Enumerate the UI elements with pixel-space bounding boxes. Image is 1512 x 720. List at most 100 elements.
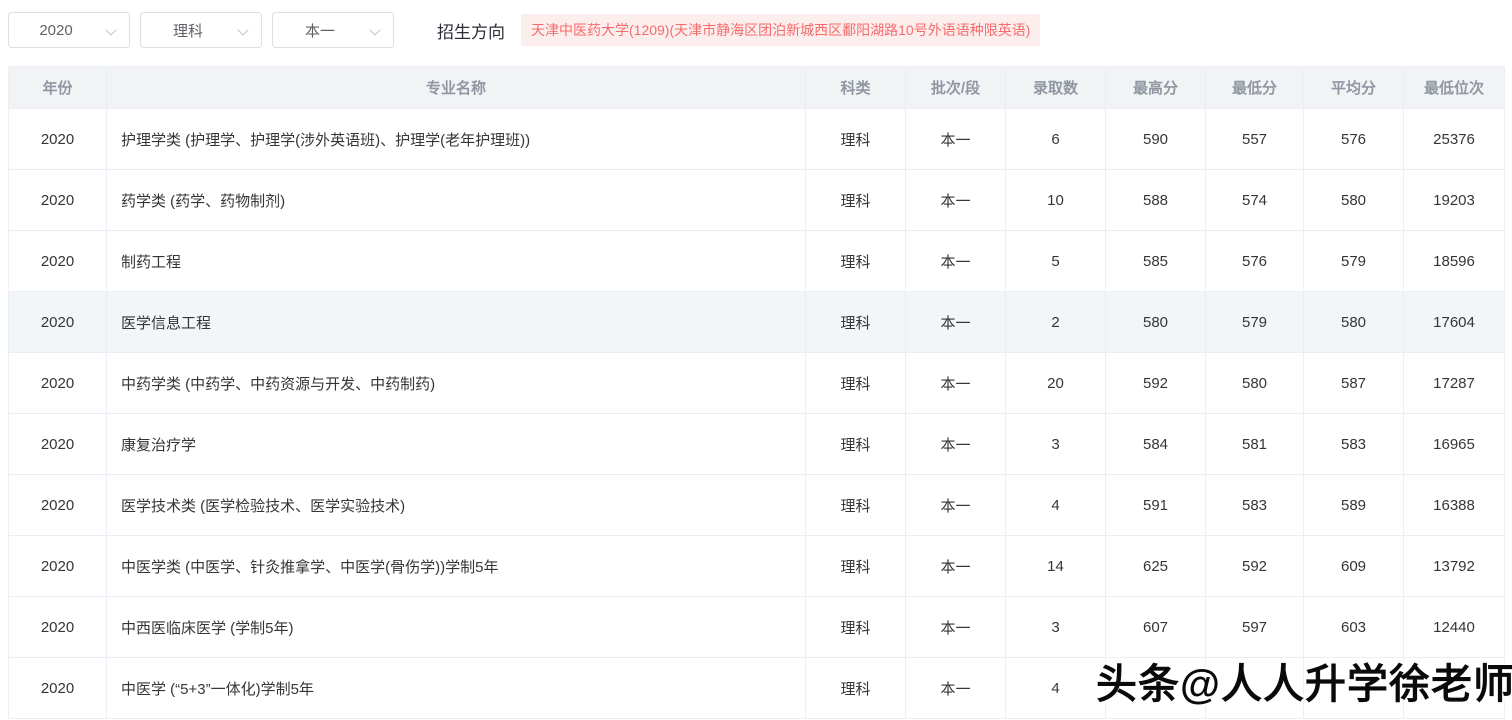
cell-year: 2020 [8,230,107,292]
batch-select-value: 本一 [304,22,335,40]
cell-batch: 本一 [905,657,1006,719]
admission-table: 年份 专业名称 科类 批次/段 录取数 最高分 最低分 平均分 最低位次 202… [8,66,1505,719]
cell-subject: 理科 [805,657,906,719]
table-row[interactable]: 2020 中西医临床医学 (学制5年) 理科 本一 3 607 597 603 … [8,596,1505,658]
cell-min-rank: 25376 [1403,108,1505,170]
direction-label: 招生方向 [437,22,505,42]
cell-subject: 理科 [805,169,906,231]
cell-batch: 本一 [905,230,1006,292]
year-select-value: 2020 [39,21,73,39]
batch-select[interactable]: 本一 [272,12,394,48]
cell-subject: 理科 [805,291,906,353]
cell-major: 康复治疗学 [106,413,806,475]
cell-max-score: 590 [1105,108,1206,170]
cell-min-rank: 17287 [1403,352,1505,414]
table-row[interactable]: 2020 康复治疗学 理科 本一 3 584 581 583 16965 [8,413,1505,475]
table-row[interactable]: 2020 护理学类 (护理学、护理学(涉外英语班)、护理学(老年护理班)) 理科… [8,108,1505,170]
subject-select[interactable]: 理科 [140,12,262,48]
cell-batch: 本一 [905,169,1006,231]
cell-avg-score: 583 [1303,413,1404,475]
cell-batch: 本一 [905,474,1006,536]
cell-max-score: 625 [1105,657,1206,719]
table-row[interactable]: 2020 中医学类 (中医学、针灸推拿学、中医学(骨伤学))学制5年 理科 本一… [8,535,1505,597]
cell-max-score: 607 [1105,596,1206,658]
cell-max-score: 584 [1105,413,1206,475]
cell-avg-score: 576 [1303,108,1404,170]
chevron-down-icon [105,24,117,36]
cell-max-score: 585 [1105,230,1206,292]
cell-major: 医学信息工程 [106,291,806,353]
cell-batch: 本一 [905,596,1006,658]
cell-count: 3 [1005,413,1106,475]
cell-min-rank [1403,657,1505,719]
cell-min-rank: 12440 [1403,596,1505,658]
cell-count: 2 [1005,291,1106,353]
table-row[interactable]: 2020 制药工程 理科 本一 5 585 576 579 18596 [8,230,1505,292]
cell-min-score: 592 [1205,535,1304,597]
table-row[interactable]: 2020 药学类 (药学、药物制剂) 理科 本一 10 588 574 580 … [8,169,1505,231]
chevron-down-icon [237,24,249,36]
col-header-min-score: 最低分 [1205,66,1304,109]
cell-subject: 理科 [805,535,906,597]
table-row[interactable]: 2020 医学技术类 (医学检验技术、医学实验技术) 理科 本一 4 591 5… [8,474,1505,536]
cell-batch: 本一 [905,108,1006,170]
cell-subject: 理科 [805,230,906,292]
cell-min-score: 581 [1205,413,1304,475]
cell-subject: 理科 [805,352,906,414]
table-row[interactable]: 2020 中药学类 (中药学、中药资源与开发、中药制药) 理科 本一 20 59… [8,352,1505,414]
cell-max-score: 588 [1105,169,1206,231]
col-header-subject: 科类 [805,66,906,109]
cell-avg-score: 609 [1303,535,1404,597]
cell-batch: 本一 [905,535,1006,597]
col-header-avg-score: 平均分 [1303,66,1404,109]
cell-max-score: 592 [1105,352,1206,414]
cell-count: 6 [1005,108,1106,170]
cell-batch: 本一 [905,413,1006,475]
direction-value-badge: 天津中医药大学(1209)(天津市静海区团泊新城西区鄱阳湖路10号外语语种限英语… [521,14,1041,46]
cell-major: 药学类 (药学、药物制剂) [106,169,806,231]
col-header-count: 录取数 [1005,66,1106,109]
cell-min-score: 597 [1205,596,1304,658]
year-select[interactable]: 2020 [8,12,130,48]
cell-min-score: 579 [1205,291,1304,353]
cell-subject: 理科 [805,108,906,170]
cell-min-rank: 16965 [1403,413,1505,475]
table-row[interactable]: 2020 医学信息工程 理科 本一 2 580 579 580 17604 [8,291,1505,353]
cell-avg-score: 587 [1303,352,1404,414]
cell-count: 4 [1005,657,1106,719]
cell-year: 2020 [8,535,107,597]
cell-count: 3 [1005,596,1106,658]
cell-count: 20 [1005,352,1106,414]
col-header-min-rank: 最低位次 [1403,66,1505,109]
cell-max-score: 625 [1105,535,1206,597]
cell-count: 10 [1005,169,1106,231]
cell-major: 中西医临床医学 (学制5年) [106,596,806,658]
cell-min-score [1205,657,1304,719]
cell-year: 2020 [8,108,107,170]
cell-avg-score: 579 [1303,230,1404,292]
admission-table-container: 年份 专业名称 科类 批次/段 录取数 最高分 最低分 平均分 最低位次 202… [8,66,1505,719]
cell-major: 中医学 (“5+3”一体化)学制5年 [106,657,806,719]
cell-subject: 理科 [805,474,906,536]
table-row[interactable]: 2020 中医学 (“5+3”一体化)学制5年 理科 本一 4 625 [8,657,1505,719]
cell-batch: 本一 [905,291,1006,353]
chevron-down-icon [369,24,381,36]
cell-avg-score: 603 [1303,596,1404,658]
cell-min-rank: 16388 [1403,474,1505,536]
cell-min-rank: 13792 [1403,535,1505,597]
subject-select-value: 理科 [172,22,203,40]
cell-count: 4 [1005,474,1106,536]
cell-avg-score: 589 [1303,474,1404,536]
cell-count: 5 [1005,230,1106,292]
cell-min-score: 576 [1205,230,1304,292]
cell-min-score: 557 [1205,108,1304,170]
cell-year: 2020 [8,474,107,536]
col-header-max-score: 最高分 [1105,66,1206,109]
cell-major: 中医学类 (中医学、针灸推拿学、中医学(骨伤学))学制5年 [106,535,806,597]
cell-year: 2020 [8,169,107,231]
cell-min-score: 580 [1205,352,1304,414]
col-header-batch: 批次/段 [905,66,1006,109]
cell-major: 中药学类 (中药学、中药资源与开发、中药制药) [106,352,806,414]
cell-batch: 本一 [905,352,1006,414]
cell-max-score: 591 [1105,474,1206,536]
